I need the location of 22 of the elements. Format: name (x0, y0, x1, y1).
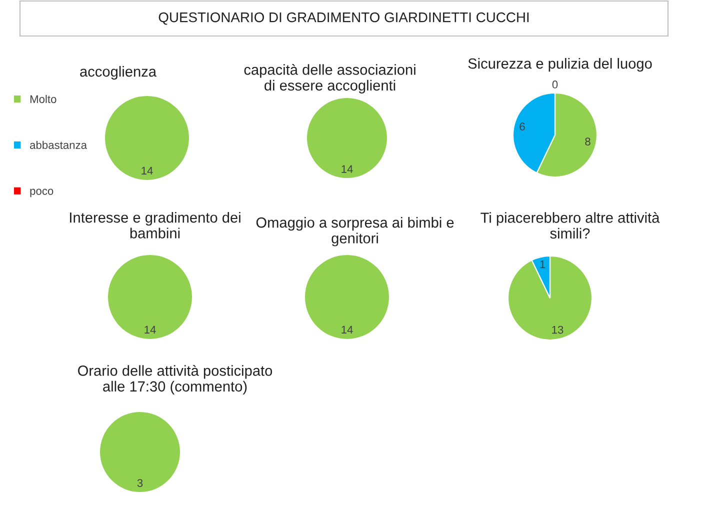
chart-title: accoglienza (80, 66, 157, 80)
text: 0 (552, 80, 558, 88)
chart-title: Interesse e gradimento dei bambini (70, 212, 240, 238)
data-label: 8 (585, 138, 590, 146)
data-label: 14 (144, 326, 156, 334)
chart-title: Ti piacerebbero altre attività simili? (480, 212, 660, 239)
data-label: 3 (137, 479, 143, 487)
data-label: 14 (342, 165, 353, 173)
chart-title: Sicurezza e pulizia del luogo (468, 58, 652, 72)
data-label: 1 (540, 260, 546, 268)
data-label: 6 (520, 122, 525, 131)
pie-slice (507, 255, 593, 341)
chart-title: Orario delle attività posticipato alle 17:30 (commento) (78, 365, 272, 394)
data-label: 13 (552, 326, 564, 334)
text: QUESTIONARIO DI GRADIMENTO GIARDINETTI CUCCHI (158, 12, 529, 25)
data-label: 14 (142, 166, 153, 174)
legend-label: Molto (30, 94, 56, 104)
legend-label: abbastanza (30, 140, 88, 149)
chart-title: Omaggio a sorpresa ai bimbi e genitori (256, 217, 454, 246)
chart-title: capacità delle associazioni di essere accoglienti (244, 64, 416, 94)
legend-label: poco (30, 188, 54, 198)
data-label: 14 (342, 326, 353, 334)
